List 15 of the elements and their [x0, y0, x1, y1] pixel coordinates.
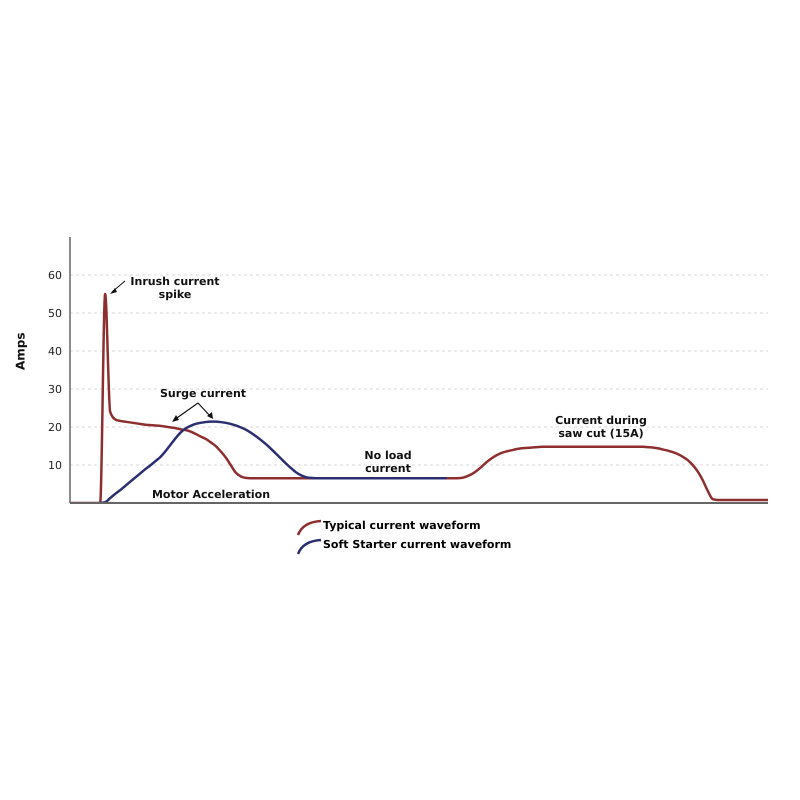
- y-tick-label: 30: [48, 382, 62, 396]
- annotation: Motor Acceleration: [150, 488, 272, 501]
- y-tick-label: 50: [48, 306, 62, 320]
- y-tick-label: 20: [48, 420, 62, 434]
- y-tick-label: 40: [48, 344, 62, 358]
- annotation: Current during saw cut (15A): [554, 414, 648, 440]
- annotation: No load current: [363, 449, 413, 475]
- y-tick-label: 10: [48, 458, 62, 472]
- y-tick-label: 60: [48, 268, 62, 282]
- line-series: [98, 420, 448, 503]
- legend-label: Soft Starter current waveform: [323, 538, 512, 551]
- legend-label: Typical current waveform: [323, 519, 481, 532]
- annotation: Surge current: [158, 387, 248, 400]
- annotation: Inrush current spike: [129, 275, 221, 301]
- y-axis-title: Amps: [13, 332, 28, 370]
